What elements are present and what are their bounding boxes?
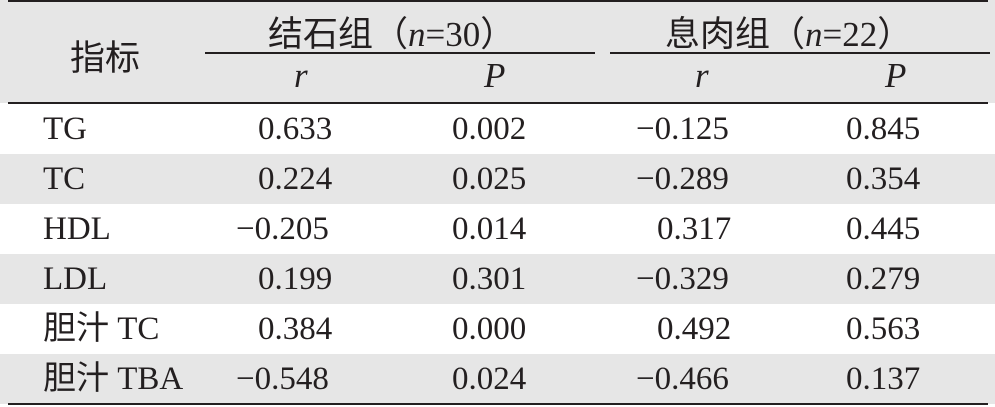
header-group-polyp: 息肉组（n=22） <box>665 6 912 57</box>
table-row: LDL 0.199 0.301 −0.329 0.279 <box>0 254 995 304</box>
subheader-polyp-r: r <box>695 56 709 95</box>
polyp-p-value: 0.354 <box>846 161 921 197</box>
stone-p-value: 0.014 <box>452 211 527 247</box>
polyp-p-value: 0.445 <box>846 211 921 247</box>
stone-p-value: 0.301 <box>452 261 527 297</box>
stone-p-value: 0.024 <box>452 361 527 397</box>
polyp-p-value: 0.845 <box>846 111 921 147</box>
polyp-r-value: −0.125 <box>636 111 729 147</box>
header-indicator: 指标 <box>70 39 141 78</box>
header-bottom-rule <box>8 102 988 104</box>
subheader-stone-p: P <box>484 56 506 95</box>
table-row: TC 0.224 0.025 −0.289 0.354 <box>0 154 995 204</box>
top-rule <box>8 0 988 2</box>
table-header-background <box>0 0 995 103</box>
polyp-r-value: −0.466 <box>636 361 729 397</box>
polyp-p-value: 0.563 <box>846 311 921 347</box>
header-group-stone-label: 结石组（n=30） <box>268 15 516 54</box>
table-row: HDL −0.205 0.014 0.317 0.445 <box>0 204 995 254</box>
subheader-stone-r: r <box>294 56 308 95</box>
table-row: 胆汁 TBA −0.548 0.024 −0.466 0.137 <box>0 354 995 404</box>
polyp-r-value: 0.317 <box>657 211 732 247</box>
row-indicator: 胆汁 TC <box>43 311 160 347</box>
polyp-p-value: 0.137 <box>846 361 921 397</box>
polyp-r-value: −0.329 <box>636 261 729 297</box>
stone-p-value: 0.000 <box>452 311 527 347</box>
header-group-polyp-label: 息肉组（n=22） <box>665 15 913 54</box>
stone-r-value: 0.224 <box>258 161 333 197</box>
group-stone-rule <box>205 52 595 54</box>
stone-r-value: 0.199 <box>258 261 333 297</box>
stone-r-value: −0.548 <box>236 361 329 397</box>
table-row: TG 0.633 0.002 −0.125 0.845 <box>0 104 995 154</box>
stone-r-value: 0.384 <box>258 311 333 347</box>
row-indicator: HDL <box>43 211 111 247</box>
header-group-stone: 结石组（n=30） <box>268 6 515 57</box>
table-row: 胆汁 TC 0.384 0.000 0.492 0.563 <box>0 304 995 354</box>
stone-p-value: 0.025 <box>452 161 527 197</box>
row-indicator: TG <box>43 111 87 147</box>
row-indicator: TC <box>43 161 86 197</box>
group-polyp-rule <box>610 52 990 54</box>
stone-r-value: 0.633 <box>258 111 333 147</box>
polyp-r-value: 0.492 <box>657 311 732 347</box>
bottom-rule <box>8 403 988 405</box>
subheader-polyp-p: P <box>885 56 907 95</box>
stone-p-value: 0.002 <box>452 111 527 147</box>
polyp-p-value: 0.279 <box>846 261 921 297</box>
row-indicator: LDL <box>43 261 108 297</box>
stone-r-value: −0.205 <box>236 211 329 247</box>
row-indicator: 胆汁 TBA <box>43 361 184 397</box>
polyp-r-value: −0.289 <box>636 161 729 197</box>
